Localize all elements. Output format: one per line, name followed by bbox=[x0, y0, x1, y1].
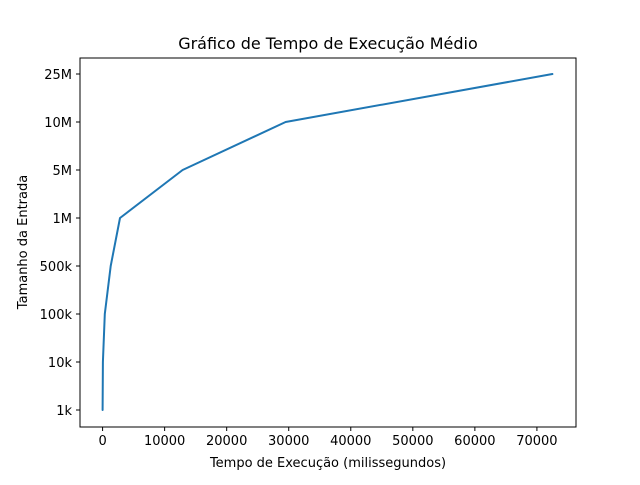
x-tick-label: 60000 bbox=[454, 434, 495, 449]
y-tick-label: 100k bbox=[40, 308, 73, 323]
x-tick-label: 0 bbox=[98, 434, 106, 449]
y-tick-label: 1k bbox=[56, 404, 72, 419]
y-tick-label: 25M bbox=[44, 68, 72, 83]
y-axis: 1k 10k 100k 500k 1M 5M 10M 25M bbox=[40, 68, 80, 419]
data-layer bbox=[101, 73, 554, 411]
x-axis: 0 10000 20000 30000 40000 50000 60000 70000 bbox=[98, 427, 558, 449]
x-tick-label: 50000 bbox=[392, 434, 433, 449]
plot-frame bbox=[79, 57, 577, 428]
y-tick-label: 10k bbox=[48, 356, 73, 371]
chart-title: Gráfico de Tempo de Execução Médio bbox=[178, 34, 478, 53]
y-tick-label: 500k bbox=[40, 260, 73, 275]
y-tick-label: 5M bbox=[53, 164, 73, 179]
y-tick-label: 10M bbox=[44, 116, 72, 131]
x-axis-label: Tempo de Execução (milissegundos) bbox=[209, 456, 446, 471]
x-tick-label: 30000 bbox=[268, 434, 309, 449]
x-tick-label: 10000 bbox=[144, 434, 185, 449]
x-tick-label: 70000 bbox=[516, 434, 557, 449]
y-tick-label: 1M bbox=[53, 212, 73, 227]
x-tick-label: 40000 bbox=[330, 434, 371, 449]
x-tick-label: 20000 bbox=[206, 434, 247, 449]
y-axis-label: Tamanho da Entrada bbox=[16, 175, 31, 310]
series-line bbox=[101, 73, 554, 411]
